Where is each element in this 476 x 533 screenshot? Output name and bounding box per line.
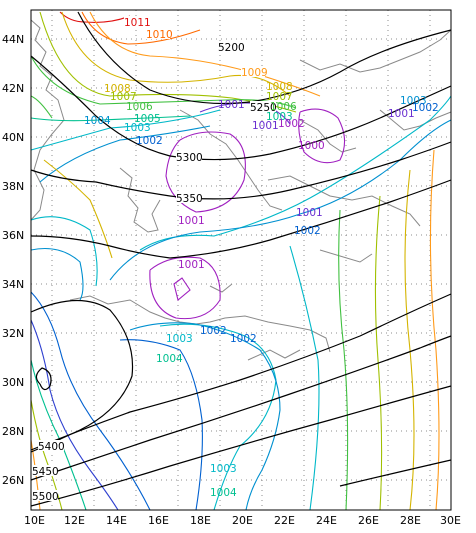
map-frame — [30, 9, 452, 511]
isobar-label-1011: 1011 — [124, 17, 151, 29]
lat-label-26n: 26N — [2, 474, 24, 487]
height-label-5250: 5250 — [250, 102, 277, 114]
lat-label-30n: 30N — [2, 376, 24, 389]
isobar-label-1004-south: 1004 — [156, 353, 183, 365]
lat-label-36n: 36N — [2, 229, 24, 242]
lat-label-32n: 32N — [2, 327, 24, 340]
lat-axis: 26N 28N 30N 32N 34N 36N 38N 40N 42N 44N — [2, 33, 24, 487]
isobar-label-1006: 1006 — [126, 101, 153, 113]
isobar-label-1005: 1005 — [134, 113, 161, 125]
geopotential-contours — [30, 11, 452, 507]
lat-label-34n: 34N — [2, 278, 24, 291]
isobar-label-1002-south: 1002 — [200, 325, 227, 337]
isobar-label-1001-east2: 1001 — [296, 207, 323, 219]
isobar-label-1002: 1002 — [136, 135, 163, 147]
isobar-label-1000: 1000 — [298, 140, 325, 152]
lat-label-28n: 28N — [2, 425, 24, 438]
isobar-label-1007: 1007 — [110, 91, 137, 103]
lon-label-10e: 10E — [24, 514, 45, 527]
isobar-label-1003: 1003 — [124, 122, 151, 134]
contour-labels: 1011 1010 5200 1009 1008 1007 1006 1005 … — [32, 16, 439, 503]
lon-label-24e: 24E — [316, 514, 337, 527]
lon-label-22e: 22E — [274, 514, 295, 527]
isobar-label-1002-mid: 1002 — [278, 118, 305, 130]
lat-label-42n: 42N — [2, 82, 24, 95]
lat-label-40n: 40N — [2, 131, 24, 144]
lon-axis: 10E 12E 14E 16E 18E 20E 22E 24E 26E 28E … — [24, 514, 461, 527]
lat-label-44n: 44N — [2, 33, 24, 46]
height-label-5200: 5200 — [218, 42, 245, 54]
lat-lon-grid — [31, 10, 451, 510]
isobar-label-1002-east2: 1002 — [294, 225, 321, 237]
isobar-label-1008: 1008 — [104, 83, 131, 95]
isobar-label-1004-bottom: 1004 — [210, 487, 237, 499]
height-label-5300: 5300 — [176, 152, 203, 164]
lon-label-26e: 26E — [358, 514, 379, 527]
isobar-label-1003-ne: 1003 — [400, 95, 427, 107]
isobar-label-1010: 1010 — [146, 29, 173, 41]
lon-label-20e: 20E — [232, 514, 253, 527]
isobar-label-1002-south2: 1002 — [230, 333, 257, 345]
lon-label-16e: 16E — [148, 514, 169, 527]
isobar-label-1003-south: 1003 — [166, 333, 193, 345]
isobar-label-1006-east: 1006 — [270, 101, 297, 113]
lon-label-14e: 14E — [106, 514, 127, 527]
lon-label-12e: 12E — [64, 514, 85, 527]
height-label-5450: 5450 — [32, 466, 59, 478]
height-label-5400: 5400 — [38, 441, 65, 453]
isobar-label-1001-south: 1001 — [178, 259, 205, 271]
lon-label-30e: 30E — [440, 514, 461, 527]
lon-label-28e: 28E — [400, 514, 421, 527]
isobar-label-1001-north: 1001 — [218, 99, 245, 111]
isobar-label-1007-east: 1007 — [266, 91, 293, 103]
isobar-label-1009: 1009 — [241, 67, 268, 79]
isobar-label-1001-center: 1001 — [178, 215, 205, 227]
isobar-label-1001-mid: 1001 — [252, 120, 279, 132]
isobar-label-1002-ne: 1002 — [412, 102, 439, 114]
isobar-label-1003-east: 1003 — [266, 111, 293, 123]
isobar-label-1004: 1004 — [84, 115, 111, 127]
isobar-label-1008-east: 1008 — [266, 81, 293, 93]
lat-label-38n: 38N — [2, 180, 24, 193]
coastlines — [30, 19, 452, 361]
isobar-label-1001-ne: 1001 — [388, 108, 415, 120]
height-label-5350: 5350 — [176, 193, 203, 205]
lon-label-18e: 18E — [190, 514, 211, 527]
height-label-5500: 5500 — [32, 491, 59, 503]
isobar-label-1003-bottom: 1003 — [210, 463, 237, 475]
